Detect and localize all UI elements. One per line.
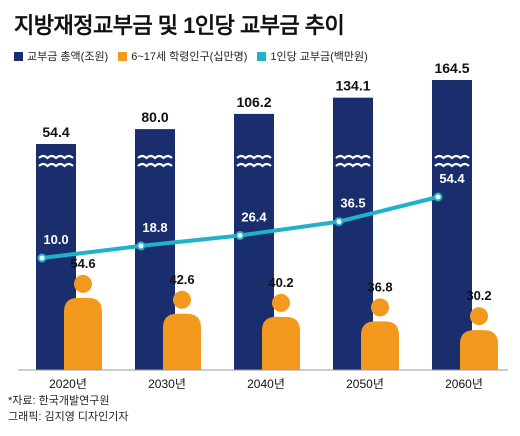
per-capita-point-2020년: [37, 253, 47, 263]
population-head-2030년: [173, 290, 191, 309]
total-value-label-2050년: 134.1: [335, 78, 370, 94]
x-tick-label-2060년: 2060년: [445, 377, 483, 391]
axis-break-mark-2040년-0: [236, 154, 272, 160]
legend-item-per-capita: 1인당 교부금(백만원): [257, 48, 368, 64]
axis-break-mark-2030년-0: [137, 154, 173, 160]
population-value-label-2060년: 30.2: [466, 288, 491, 303]
per-capita-value-label-2050년: 36.5: [340, 196, 365, 211]
source-note: *자료: 한국개발연구원 그래픽: 김지영 디자인기자: [8, 393, 129, 425]
axis-break-mark-2020년-1: [38, 162, 74, 168]
per-capita-point-2060년: [433, 192, 443, 202]
population-body-2020년: [64, 297, 102, 370]
x-tick-label-2020년: 2020년: [49, 377, 87, 391]
per-capita-value-label-2030년: 18.8: [142, 220, 167, 235]
axis-break-mark-2050년-0: [335, 154, 371, 160]
population-value-label-2040년: 40.2: [268, 275, 293, 290]
legend-swatch-per-capita: [257, 51, 267, 61]
legend-item-population: 6~17세 학령인구(십만명): [118, 48, 247, 64]
x-tick-label-2040년: 2040년: [247, 377, 285, 391]
credit-line: 그래픽: 김지영 디자인기자: [8, 411, 129, 423]
axis-break-mark-2060년-1: [434, 162, 470, 168]
population-body-2040년: [262, 316, 300, 370]
legend-label-population: 6~17세 학령인구(십만명): [131, 51, 248, 63]
axis-break-mark-2060년-0: [434, 154, 470, 160]
source-line: *자료: 한국개발연구원: [8, 395, 110, 407]
x-tick-label-2030년: 2030년: [148, 377, 186, 391]
legend-label-per-capita: 1인당 교부금(백만원): [270, 51, 368, 63]
legend-item-total: 교부금 총액(조원): [14, 48, 108, 64]
per-capita-value-label-2040년: 26.4: [241, 209, 267, 224]
total-value-label-2060년: 164.5: [434, 60, 469, 76]
legend-swatch-population: [118, 51, 128, 61]
population-head-2050년: [371, 298, 389, 317]
chart-legend: 교부금 총액(조원) 6~17세 학령인구(십만명) 1인당 교부금(백만원): [14, 48, 378, 64]
legend-label-total: 교부금 총액(조원): [27, 51, 109, 63]
axis-break-mark-2040년-1: [236, 162, 272, 168]
population-head-2060년: [470, 307, 488, 326]
population-value-label-2050년: 36.8: [367, 279, 392, 294]
x-tick-label-2050년: 2050년: [346, 377, 384, 391]
axis-break-mark-2030년-1: [137, 162, 173, 168]
per-capita-value-label-2060년: 54.4: [439, 171, 465, 186]
population-value-label-2030년: 42.6: [169, 272, 194, 287]
legend-swatch-total: [14, 51, 23, 61]
population-head-2020년: [74, 274, 92, 293]
per-capita-point-2040년: [235, 230, 245, 240]
population-body-2060년: [460, 330, 498, 370]
total-value-label-2030년: 80.0: [141, 109, 168, 125]
population-body-2030년: [163, 313, 201, 370]
chart-title: 지방재정교부금 및 1인당 교부금 추이: [14, 13, 345, 38]
axis-break-mark-2020년-0: [38, 154, 74, 160]
per-capita-point-2050년: [334, 217, 344, 227]
population-body-2050년: [361, 321, 399, 370]
per-capita-value-label-2020년: 10.0: [43, 232, 68, 247]
total-value-label-2020년: 54.4: [42, 124, 69, 140]
total-value-label-2040년: 106.2: [236, 94, 271, 110]
per-capita-point-2030년: [136, 241, 146, 251]
axis-break-mark-2050년-1: [335, 162, 371, 168]
population-value-label-2020년: 54.6: [70, 256, 95, 271]
population-head-2040년: [272, 293, 290, 312]
total-bar-2060년: [432, 80, 472, 370]
